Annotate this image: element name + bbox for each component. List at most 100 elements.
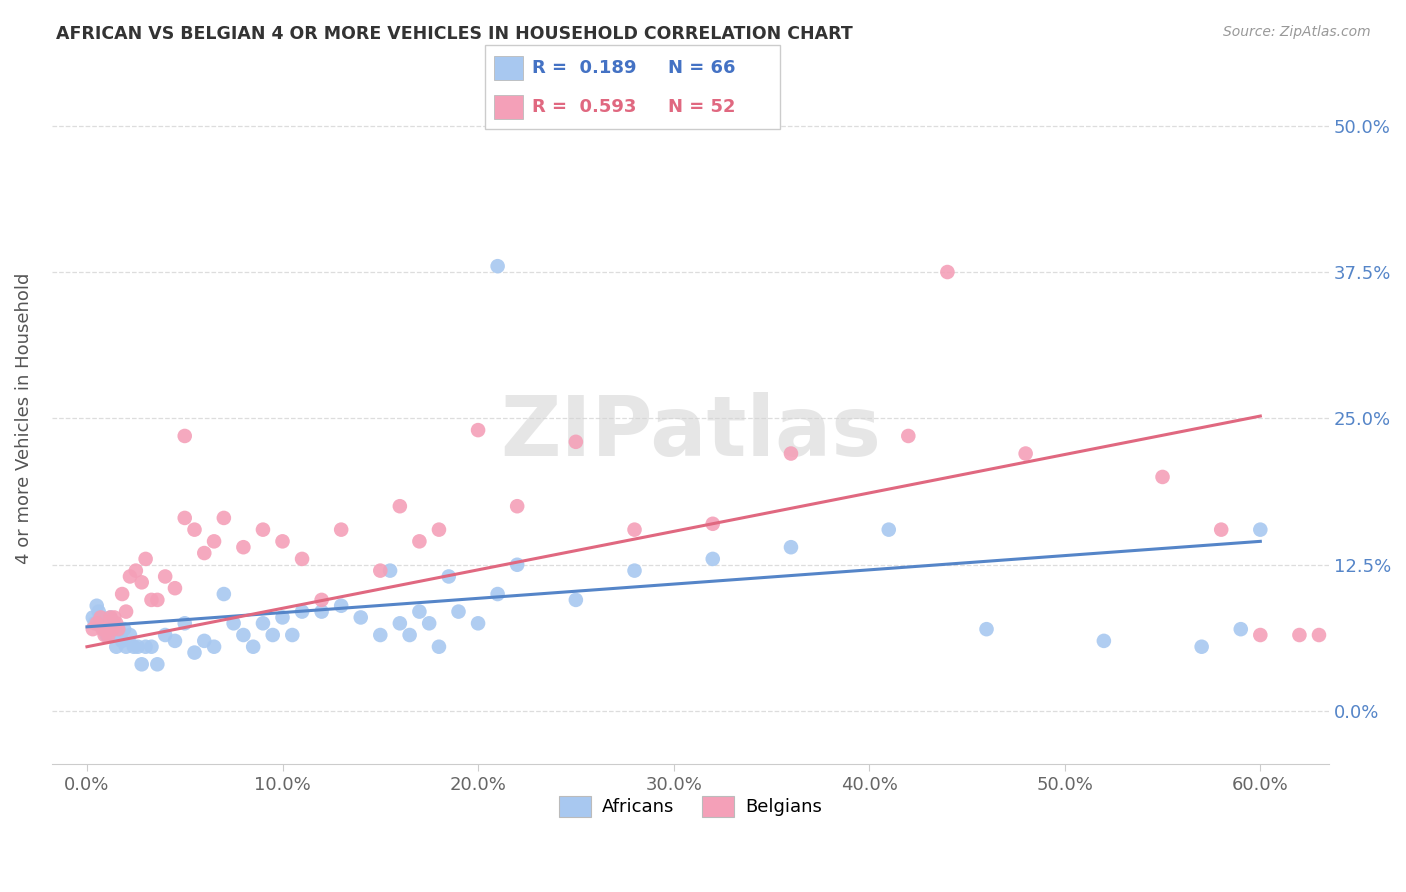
Point xyxy=(93,628,115,642)
Point xyxy=(105,616,128,631)
Point xyxy=(96,628,118,642)
Point xyxy=(163,581,186,595)
Point xyxy=(115,605,138,619)
Point xyxy=(232,540,254,554)
Point xyxy=(212,587,235,601)
Point xyxy=(506,500,529,514)
Point xyxy=(122,640,145,654)
Point xyxy=(146,657,169,672)
Text: N = 66: N = 66 xyxy=(668,59,735,77)
Point xyxy=(877,523,900,537)
Point xyxy=(1092,633,1115,648)
Point xyxy=(427,640,450,654)
Point xyxy=(506,558,529,572)
Point xyxy=(330,599,353,613)
Point xyxy=(623,564,645,578)
Point xyxy=(82,610,104,624)
Legend: Africans, Belgians: Africans, Belgians xyxy=(551,789,830,824)
Point xyxy=(291,605,314,619)
Point xyxy=(103,628,125,642)
Point xyxy=(105,640,128,654)
Point xyxy=(202,534,225,549)
Point xyxy=(1211,523,1233,537)
Point xyxy=(127,640,149,654)
Point xyxy=(350,610,373,624)
Point xyxy=(118,628,141,642)
Point xyxy=(101,622,124,636)
FancyBboxPatch shape xyxy=(485,45,780,129)
Point xyxy=(163,633,186,648)
Point xyxy=(108,628,131,642)
Text: AFRICAN VS BELGIAN 4 OR MORE VEHICLES IN HOUSEHOLD CORRELATION CHART: AFRICAN VS BELGIAN 4 OR MORE VEHICLES IN… xyxy=(56,25,853,43)
Point xyxy=(291,552,314,566)
Point xyxy=(1014,446,1036,460)
Text: R =  0.593: R = 0.593 xyxy=(533,98,637,116)
Text: Source: ZipAtlas.com: Source: ZipAtlas.com xyxy=(1223,25,1371,39)
Point xyxy=(97,628,120,642)
Point xyxy=(107,622,129,636)
Point xyxy=(100,610,122,624)
Point xyxy=(96,622,118,636)
Point xyxy=(388,500,411,514)
Point xyxy=(131,575,153,590)
Point xyxy=(183,646,205,660)
Point xyxy=(183,523,205,537)
Point xyxy=(1229,622,1251,636)
Point xyxy=(702,516,724,531)
Point xyxy=(193,633,215,648)
Point xyxy=(368,628,391,642)
Text: N = 52: N = 52 xyxy=(668,98,735,116)
Point xyxy=(125,564,148,578)
Point xyxy=(398,628,420,642)
Point xyxy=(90,610,112,624)
Point xyxy=(82,622,104,636)
Point xyxy=(141,640,163,654)
Point xyxy=(86,599,108,613)
Point xyxy=(222,616,245,631)
Point xyxy=(702,552,724,566)
Point xyxy=(111,633,134,648)
Point xyxy=(141,593,163,607)
Point xyxy=(486,587,509,601)
Point xyxy=(780,540,803,554)
Point xyxy=(330,523,353,537)
Point xyxy=(467,423,489,437)
Point xyxy=(565,434,588,449)
Point xyxy=(418,616,440,631)
Point xyxy=(91,616,114,631)
Point xyxy=(311,605,333,619)
Point xyxy=(242,640,264,654)
Point xyxy=(1249,523,1271,537)
Point xyxy=(1288,628,1310,642)
Point xyxy=(447,605,470,619)
Point xyxy=(388,616,411,631)
Point xyxy=(1152,470,1174,484)
Point xyxy=(101,616,124,631)
Point xyxy=(271,610,294,624)
Point xyxy=(100,610,122,624)
Point xyxy=(103,610,125,624)
Point xyxy=(153,569,176,583)
Point xyxy=(115,640,138,654)
Point xyxy=(112,622,135,636)
Point xyxy=(83,616,105,631)
Point xyxy=(252,523,274,537)
Point xyxy=(146,593,169,607)
Point xyxy=(623,523,645,537)
Point xyxy=(107,622,129,636)
Point xyxy=(173,511,195,525)
Point xyxy=(427,523,450,537)
Point xyxy=(111,587,134,601)
Point xyxy=(173,429,195,443)
Point xyxy=(311,593,333,607)
Point xyxy=(252,616,274,631)
Point xyxy=(408,534,430,549)
Point xyxy=(135,640,157,654)
Point xyxy=(262,628,284,642)
Point xyxy=(1249,628,1271,642)
Text: ZIPatlas: ZIPatlas xyxy=(499,392,880,473)
Point xyxy=(232,628,254,642)
Point xyxy=(780,446,803,460)
Point xyxy=(437,569,460,583)
Y-axis label: 4 or more Vehicles in Household: 4 or more Vehicles in Household xyxy=(15,273,32,564)
